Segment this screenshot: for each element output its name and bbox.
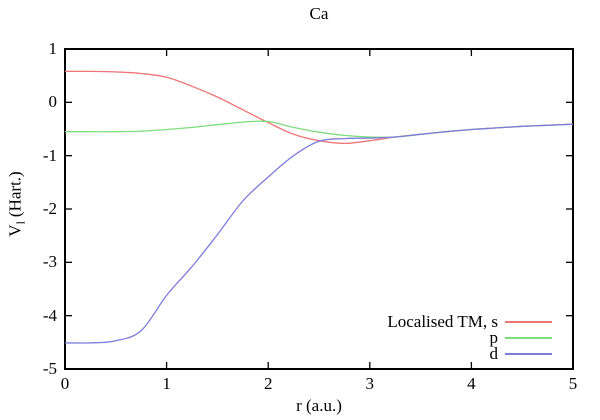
y-tick-label: -3	[42, 252, 57, 272]
x-tick-label: 0	[60, 374, 70, 393]
legend-label-p: p	[489, 328, 499, 347]
y-tick-label: 1	[48, 39, 58, 58]
legend-label-d: d	[489, 344, 499, 363]
y-tick-label: -4	[42, 305, 57, 325]
y-tick-label: -5	[42, 359, 57, 378]
x-tick-label: 1	[162, 374, 171, 393]
legend-item-p: p	[387, 328, 552, 347]
y-tick-label: -2	[42, 199, 57, 218]
legend-line-sample-d	[505, 353, 552, 355]
curve-d	[64, 123, 574, 344]
y-axis-label-subscript: l	[13, 221, 28, 225]
legend-label-s: Localised TM, s	[387, 312, 498, 331]
y-tick-label: -1	[42, 145, 57, 165]
legend-line-sample-s	[505, 321, 552, 323]
y-axis-label-base: V	[5, 224, 25, 237]
x-tick-label: 2	[263, 374, 273, 393]
legend-item-s: Localised TM, s	[387, 312, 552, 331]
legend-item-d: d	[387, 344, 552, 363]
x-tick-label: 5	[568, 374, 578, 393]
x-axis-label: r (a.u.)	[296, 396, 342, 415]
chart-title: Ca	[309, 4, 329, 23]
x-tick-label: 3	[365, 374, 375, 393]
legend-line-sample-p	[505, 337, 552, 339]
legend: Localised TM, s p d	[387, 312, 552, 363]
x-tick-label: 4	[467, 374, 476, 393]
y-tick-label: 0	[48, 92, 58, 112]
curve-p	[65, 120, 574, 138]
